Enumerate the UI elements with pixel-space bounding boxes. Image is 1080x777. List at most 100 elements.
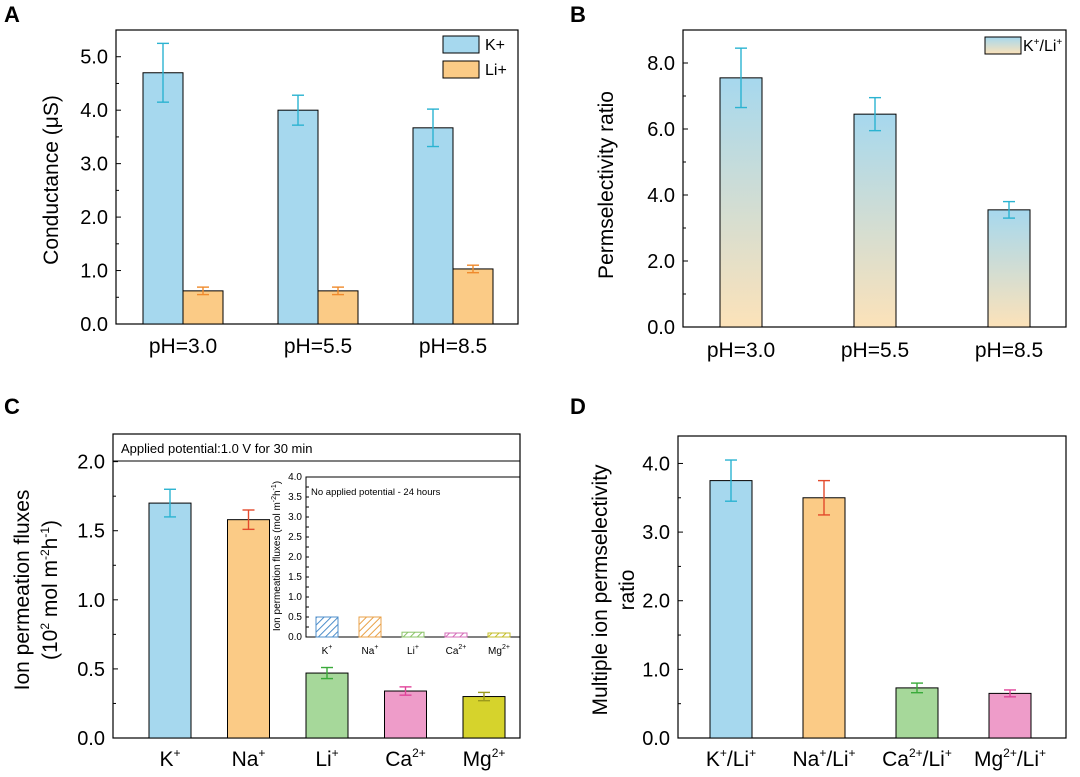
- panel-a-ytick-label: 3.0: [80, 154, 108, 176]
- panel-d-ylabel-2: ratio: [616, 570, 639, 611]
- inset-bar-Ca: [444, 632, 468, 638]
- panel-a-chart: 0.0 1.0 2.0 3.0 4.0 5.0 pH=3.0 pH=5.5 pH=8.5: [80, 29, 519, 358]
- panel-b-legend: K+/Li+: [984, 36, 1062, 55]
- legend-swatch-k: [442, 35, 480, 54]
- inset-bar-Na: [358, 616, 382, 638]
- panel-b-category-label: pH=5.5: [841, 339, 909, 362]
- bar-Li-pH=8.5: [452, 268, 494, 325]
- legend-label-li: Li+: [485, 62, 507, 79]
- legend-swatch-ratio: [984, 36, 1022, 55]
- bar-flux-Li: [305, 672, 349, 739]
- bar-ratio-pH=5.5: [853, 113, 897, 328]
- panel-c-category-label: Na+: [232, 746, 266, 771]
- panel-a-ytick-label: 4.0: [80, 100, 108, 122]
- inset-axes-frame: [305, 476, 521, 638]
- panel-b-label: B: [570, 2, 586, 27]
- inset-ytick-label: 2.5: [288, 532, 302, 543]
- panel-c-ytick-label: 0.0: [77, 728, 105, 750]
- inset-category-label: Ca2+: [446, 644, 467, 657]
- bar-flux-K: [148, 502, 192, 739]
- panel-a-category-label: pH=5.5: [284, 335, 352, 358]
- bar-ratio-pH=3.0: [719, 77, 763, 328]
- panel-d-label: D: [570, 394, 586, 419]
- panel-c-label: C: [4, 394, 20, 419]
- bar-multi-Mg: [988, 692, 1032, 739]
- inset-category-label: Na+: [362, 644, 379, 657]
- panel-a-ytick-label: 1.0: [80, 261, 108, 283]
- panel-c-ytick-label: 1.0: [77, 590, 105, 612]
- inset-category-label: Mg2+: [488, 644, 510, 657]
- inset-ytick-label: 0.5: [288, 612, 302, 623]
- panel-d-ytick-label: 0.0: [642, 728, 670, 750]
- panel-c-inset: 0.0 0.5 1.0 1.5 2.0 2.5 3.0 3.5 4.0 K+ Na+ Li+ Ca2+ M…: [288, 472, 521, 657]
- panel-b-ytick-label: 2.0: [647, 251, 675, 273]
- bar-flux-Mg: [462, 696, 506, 739]
- inset-bar-Li: [401, 631, 425, 638]
- panel-d-category-label: Mg2+/Li+: [974, 746, 1046, 771]
- panel-c-category-label: Mg2+: [463, 746, 506, 771]
- bar-multi-K: [709, 480, 753, 739]
- panel-b-ylabel: Permselectivity ratio: [595, 91, 618, 279]
- panel-d-ylabel: Multiple ion permselectivity: [589, 464, 612, 715]
- panel-c-ylabel: Ion permeation fluxes: [11, 490, 34, 691]
- panel-b-ytick-label: 8.0: [647, 53, 675, 75]
- bar-flux-Na: [227, 519, 270, 739]
- panel-d-ytick-label: 4.0: [642, 453, 670, 475]
- bar-Li-pH=5.5: [317, 290, 359, 325]
- inset-ytick-label: 3.0: [288, 512, 302, 523]
- panel-a-legend: K+ Li+: [442, 35, 507, 79]
- panel-b-ytick-label: 4.0: [647, 185, 675, 207]
- inset-category-label: Li+: [407, 644, 419, 657]
- panel-d-category-label: Ca2+/Li+: [882, 746, 952, 771]
- legend-swatch-li: [442, 60, 480, 79]
- inset-ytick-label: 3.5: [288, 492, 302, 503]
- panel-d-ytick-label: 2.0: [642, 591, 670, 613]
- panel-a-ylabel: Conductance (μS): [40, 95, 63, 265]
- panel-d-category-label: K+/Li+: [706, 746, 756, 771]
- inset-ylabel: Ion permeation fluxes (mol m-2h-1): [271, 481, 283, 631]
- bar-multi-Ca: [895, 687, 939, 739]
- inset-ytick-label: 0.0: [288, 632, 302, 643]
- panel-c-ylabel-units: (102 mol m-2h-1): [38, 520, 62, 660]
- panel-c-category-label: Ca2+: [385, 746, 426, 771]
- inset-bar-Mg: [487, 632, 511, 638]
- bar-multi-Na: [802, 497, 846, 739]
- inset-annotation: No applied potential - 24 hours: [311, 487, 441, 498]
- inset-category-label: K+: [322, 644, 333, 657]
- bar-flux-Ca: [384, 690, 427, 739]
- panel-c-category-label: Li+: [315, 746, 338, 771]
- panel-d-chart: 0.0 1.0 2.0 3.0 4.0 K+/Li+ Na+/Li+ Ca2+/Li+ Mg2+…: [642, 435, 1067, 771]
- panel-c-category-label: K+: [159, 746, 180, 771]
- inset-ytick-label: 4.0: [288, 472, 302, 483]
- panel-b-chart: 0.0 2.0 4.0 6.0 8.0 pH=3.0 pH=5.5 pH=8.5: [647, 29, 1067, 362]
- panel-a-ytick-label: 2.0: [80, 207, 108, 229]
- panel-c-ytick-label: 1.5: [77, 521, 105, 543]
- panel-a-ytick-label: 5.0: [80, 47, 108, 69]
- panel-a-category-label: pH=3.0: [149, 335, 217, 358]
- legend-label-ratio: K+/Li+: [1023, 37, 1062, 55]
- panel-c-ytick-label: 0.5: [77, 659, 105, 681]
- panel-b-category-label: pH=3.0: [707, 339, 775, 362]
- panel-a-category-label: pH=8.5: [419, 335, 487, 358]
- legend-label-k: K+: [485, 37, 505, 54]
- bar-Li-pH=3.0: [182, 290, 224, 325]
- panel-a-label: A: [4, 2, 20, 27]
- panel-d-ytick-label: 1.0: [642, 659, 670, 681]
- bar-ratio-pH=8.5: [987, 209, 1031, 328]
- panel-d-category-label: Na+/Li+: [792, 746, 855, 771]
- inset-ytick-label: 1.5: [288, 572, 302, 583]
- panel-c-ytick-label: 2.0: [77, 452, 105, 474]
- panel-a-ytick-label: 0.0: [80, 314, 108, 336]
- panel-c-annotation: Applied potential:1.0 V for 30 min: [121, 441, 313, 456]
- inset-ytick-label: 1.0: [288, 592, 302, 603]
- panel-b-category-label: pH=8.5: [975, 339, 1043, 362]
- inset-ytick-label: 2.0: [288, 552, 302, 563]
- panel-c-chart: 0.0 0.5 1.0 1.5 2.0 K+ Na+ Li+ Ca2+ Mg2+: [77, 433, 521, 771]
- panel-d-axes-frame: [677, 435, 1067, 739]
- inset-bar-K: [315, 616, 339, 638]
- panel-d-ytick-label: 3.0: [642, 522, 670, 544]
- panel-b-ytick-label: 0.0: [647, 317, 675, 339]
- bar-K-pH=3.0: [142, 72, 184, 325]
- panel-b-ytick-label: 6.0: [647, 119, 675, 141]
